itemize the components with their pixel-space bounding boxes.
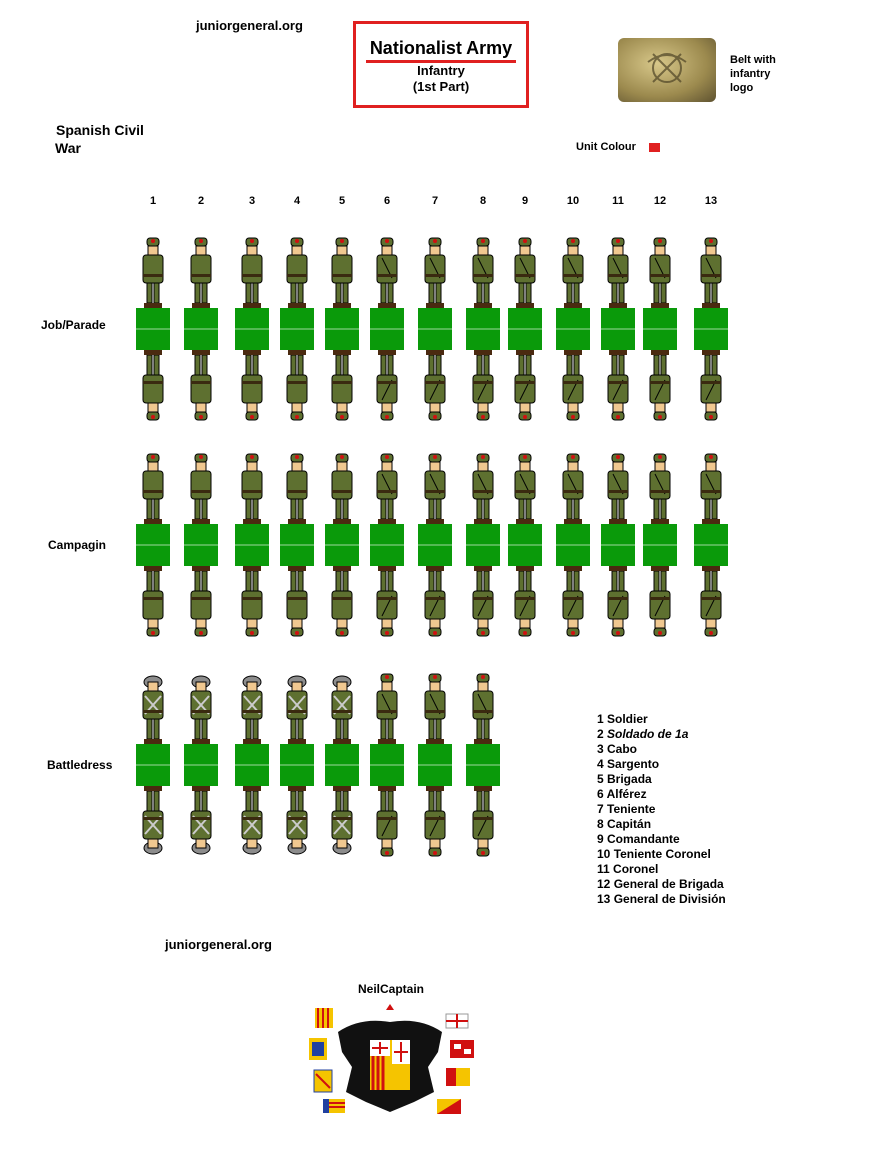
row-label-parade: Job/Parade (41, 318, 106, 332)
soldier-figure (556, 236, 590, 427)
soldier-figure (694, 452, 728, 643)
legend-item: 4 Sargento (597, 757, 660, 771)
soldier-figure (136, 672, 170, 863)
soldier-figure (136, 452, 170, 643)
soldier-figure (418, 672, 452, 863)
column-number: 11 (612, 195, 624, 207)
soldier-figure (184, 236, 218, 427)
soldier-figure (508, 452, 542, 643)
soldier-figure (556, 452, 590, 643)
coat-of-arms-emblem (309, 1004, 474, 1114)
regional-flags-right (437, 1013, 474, 1114)
legend-item: 5 Brigada (597, 772, 652, 786)
legend-item: 1 Soldier (597, 712, 648, 726)
soldier-figure (280, 672, 314, 863)
soldier-figure (370, 236, 404, 427)
soldier-figure (466, 452, 500, 643)
column-number: 3 (248, 195, 256, 207)
subtitle-line1: Infantry (417, 63, 465, 78)
site-name-top: juniorgeneral.org (196, 18, 303, 33)
soldier-figure (325, 236, 359, 427)
soldier-figure (370, 452, 404, 643)
page-title: Nationalist Army (365, 38, 517, 63)
row-label-battledress: Battledress (47, 758, 113, 772)
belt-buckle-image (618, 38, 716, 102)
column-number: 7 (431, 195, 439, 207)
legend-item: 13 General de División (597, 892, 726, 906)
soldier-figure (418, 452, 452, 643)
regional-flags-left (309, 1008, 345, 1113)
soldier-figure (694, 236, 728, 427)
legend-item: 6 Alférez (597, 787, 647, 801)
column-number: 10 (566, 195, 580, 207)
soldier-figure (601, 452, 635, 643)
legend-item: 8 Capitán (597, 817, 652, 831)
soldier-figure (235, 672, 269, 863)
column-number: 12 (653, 195, 667, 207)
soldier-figure (466, 672, 500, 863)
row-label-campaign: Campagin (48, 538, 107, 552)
column-number: 4 (293, 195, 301, 207)
subtitle-line2: (1st Part) (412, 79, 470, 94)
soldier-figure (184, 452, 218, 643)
soldier-figure (418, 236, 452, 427)
rank-legend: 1 Soldier 2 Soldado de 1a 3 Cabo 4 Sargento… (597, 712, 726, 907)
soldier-figure (370, 672, 404, 863)
column-number: 8 (479, 195, 487, 207)
column-number: 6 (383, 195, 391, 207)
soldier-figure (235, 236, 269, 427)
soldier-figure (280, 452, 314, 643)
unit-colour-swatch (649, 143, 660, 152)
soldier-figure (280, 236, 314, 427)
legend-item: 7 Teniente (597, 802, 656, 816)
legend-item: 10 Teniente Coronel (597, 847, 711, 861)
legend-item: 2 Soldado de 1a (597, 727, 689, 741)
soldier-figure (325, 672, 359, 863)
belt-caption: Belt with infantry logo (730, 54, 776, 94)
column-number: 5 (338, 195, 346, 207)
unit-colour-label: Unit Colour (576, 141, 636, 153)
title-box: Nationalist Army Infantry (1st Part) (353, 21, 529, 108)
soldier-figure (325, 452, 359, 643)
legend-item: 11 Coronel (597, 862, 659, 876)
soldier-figure (601, 236, 635, 427)
soldier-figure (184, 672, 218, 863)
legend-item: 3 Cabo (597, 742, 638, 756)
soldier-figure (643, 236, 677, 427)
eagle (338, 1004, 442, 1112)
author: NeilCaptain (358, 982, 425, 996)
column-number: 2 (197, 195, 205, 207)
site-name-bottom: juniorgeneral.org (165, 937, 272, 952)
legend-item: 9 Comandante (597, 832, 680, 846)
column-number: 1 (149, 195, 157, 207)
legend-item: 12 General de Brigada (597, 877, 724, 891)
soldier-figure (136, 236, 170, 427)
war-label: Spanish Civil War (55, 122, 144, 156)
soldier-figure (643, 452, 677, 643)
column-number: 9 (521, 195, 529, 207)
soldier-figure (235, 452, 269, 643)
soldier-figure (508, 236, 542, 427)
soldier-figure (466, 236, 500, 427)
column-number: 13 (704, 195, 718, 207)
